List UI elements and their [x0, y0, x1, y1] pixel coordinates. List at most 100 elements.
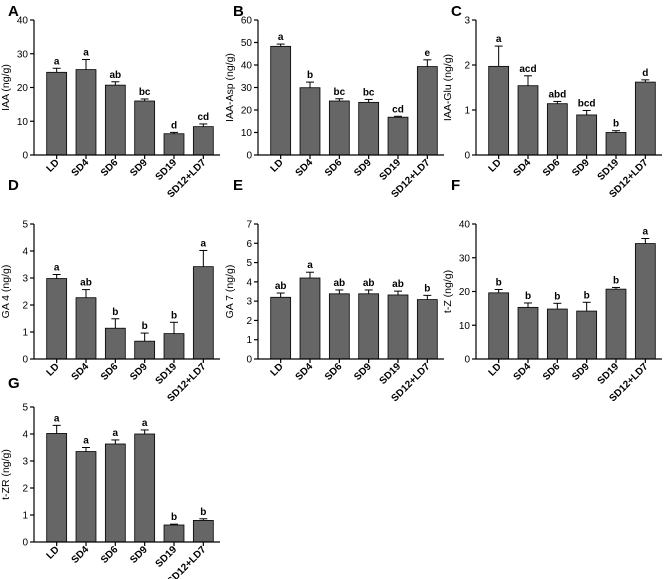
- x-tick-label: SD4: [70, 361, 92, 383]
- y-tick-label: 40: [459, 220, 471, 231]
- bar-sd19: [605, 132, 627, 156]
- y-tick-label: 1: [464, 106, 470, 117]
- y-tick-label: 20: [17, 83, 29, 94]
- significance-letter: a: [54, 413, 60, 424]
- significance-letter: a: [142, 418, 148, 429]
- x-tick-label: LD: [487, 157, 504, 174]
- y-tick-label: 3: [22, 457, 28, 468]
- significance-letter: ab: [333, 278, 345, 289]
- significance-letter: a: [113, 428, 119, 439]
- bar-sd4: [75, 297, 97, 360]
- x-tick-label: LD: [269, 361, 286, 378]
- y-tick-label: 5: [22, 403, 28, 414]
- significance-letter: a: [307, 260, 313, 271]
- y-tick-label: 6: [246, 239, 252, 250]
- significance-letter: b: [496, 277, 502, 288]
- bar-sd9: [576, 310, 598, 360]
- bar-sd19: [163, 333, 185, 360]
- y-tick-label: 3: [464, 16, 470, 27]
- x-tick-label: LD: [269, 157, 286, 174]
- x-tick-label: SD4: [70, 544, 92, 566]
- y-tick-label: 30: [241, 83, 253, 94]
- x-tick-label: SD9: [352, 157, 374, 179]
- x-tick-label: SD9: [128, 157, 150, 179]
- bar-ld: [270, 296, 292, 360]
- y-axis-title: IAA (ng/g): [0, 64, 12, 111]
- x-tick-label: SD9: [128, 361, 150, 383]
- x-tick-label: SD4: [512, 157, 534, 179]
- bar-sd9: [358, 101, 380, 156]
- x-tick-label: SD6: [99, 361, 121, 383]
- y-tick-label: 2: [246, 316, 252, 327]
- y-tick-label: 60: [241, 16, 253, 27]
- bar-sd4: [517, 306, 539, 360]
- y-tick-label: 10: [459, 321, 471, 332]
- panel-letter: C: [451, 3, 462, 20]
- bar-sd12-ld7: [192, 126, 214, 156]
- y-tick-label: 30: [459, 253, 471, 264]
- panel-letter: B: [233, 3, 244, 20]
- x-tick-label: SD6: [323, 157, 345, 179]
- x-tick-label: SD19: [154, 361, 180, 387]
- x-tick-label: LD: [45, 361, 62, 378]
- bar-sd4: [299, 277, 321, 360]
- bar-ld: [270, 45, 292, 156]
- x-tick-label: SD19: [154, 157, 180, 183]
- bar-ld: [488, 292, 510, 360]
- x-tick-label: SD9: [570, 157, 592, 179]
- panel-letter: E: [233, 177, 243, 194]
- y-tick-label: 0: [246, 151, 252, 162]
- x-tick-label: SD4: [512, 361, 534, 383]
- y-tick-label: 4: [22, 430, 28, 441]
- bar-sd9: [358, 293, 380, 360]
- y-tick-label: 40: [17, 16, 29, 27]
- significance-letter: b: [613, 275, 619, 286]
- y-tick-label: 2: [464, 61, 470, 72]
- significance-letter: ab: [275, 281, 287, 292]
- x-tick-label: LD: [45, 157, 62, 174]
- significance-letter: abd: [548, 89, 566, 100]
- y-axis-title: IAA-Glu (ng/g): [442, 54, 454, 121]
- y-tick-label: 2: [22, 301, 28, 312]
- significance-letter: ab: [80, 278, 92, 289]
- x-tick-label: SD6: [99, 157, 121, 179]
- y-tick-label: 0: [22, 355, 28, 366]
- bar-sd4: [299, 87, 321, 156]
- significance-letter: b: [584, 290, 590, 301]
- x-tick-label: SD19: [596, 157, 622, 183]
- bar-sd19: [387, 116, 409, 156]
- y-tick-label: 1: [22, 328, 28, 339]
- significance-letter: d: [171, 120, 177, 131]
- bar-sd19: [163, 133, 185, 156]
- significance-letter: a: [278, 32, 284, 43]
- panel-letter: F: [451, 177, 460, 194]
- y-axis-title: t-ZR (ng/g): [0, 449, 12, 500]
- bar-sd19: [387, 294, 409, 360]
- significance-letter: bcd: [578, 98, 596, 109]
- x-tick-label: LD: [45, 544, 62, 561]
- bar-ld: [488, 65, 510, 156]
- y-tick-label: 0: [464, 355, 470, 366]
- x-tick-label: SD6: [541, 157, 563, 179]
- x-tick-label: SD6: [99, 544, 121, 566]
- bar-sd4: [75, 451, 97, 543]
- x-tick-label: SD4: [294, 157, 316, 179]
- bar-sd12-ld7: [416, 299, 438, 360]
- significance-letter: bc: [363, 87, 375, 98]
- significance-letter: b: [171, 512, 177, 523]
- y-axis-title: GA 7 (ng/g): [224, 265, 236, 319]
- bar-sd19: [163, 524, 185, 543]
- x-tick-label: SD19: [378, 361, 404, 387]
- significance-letter: b: [112, 307, 118, 318]
- x-tick-label: SD6: [323, 361, 345, 383]
- y-tick-label: 50: [241, 38, 253, 49]
- x-tick-label: SD4: [70, 157, 92, 179]
- x-tick-label: SD19: [378, 157, 404, 183]
- significance-letter: b: [613, 119, 619, 130]
- bar-sd4: [75, 69, 97, 156]
- bar-sd9: [134, 100, 156, 156]
- bar-ld: [46, 71, 68, 156]
